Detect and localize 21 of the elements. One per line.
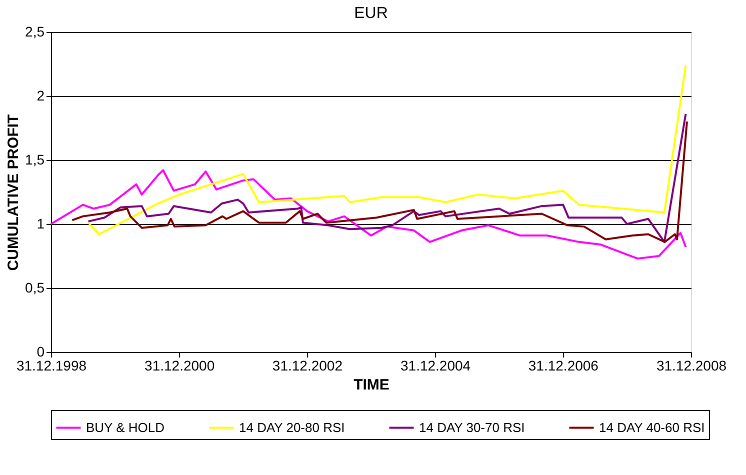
legend-label: 14 DAY 40-60 RSI: [599, 420, 705, 435]
y-tick-label: 1,5: [25, 152, 45, 168]
y-tick-label: 1: [36, 216, 45, 232]
chart-title: EUR: [354, 5, 388, 22]
x-tick-label: 31.12.2004: [400, 358, 471, 374]
y-axis-title: CUMULATIVE PROFIT: [5, 114, 22, 271]
line-series: [87, 64, 687, 236]
x-tick-label: 31.12.2008: [656, 358, 727, 374]
y-tick-label: 0: [36, 344, 45, 360]
x-tick-label: 31.12.1998: [16, 358, 87, 374]
legend-label: 14 DAY 30-70 RSI: [419, 420, 525, 435]
legend-label: BUY & HOLD: [86, 420, 165, 435]
x-tick-label: 31.12.2006: [528, 358, 599, 374]
line-series: [50, 169, 687, 260]
y-tick-label: 2,5: [25, 24, 45, 40]
y-tick-label: 0,5: [25, 280, 45, 296]
x-axis-title: TIME: [354, 376, 390, 394]
legend-label: 14 DAY 20-80 RSI: [239, 420, 345, 435]
x-tick-label: 31.12.2000: [144, 358, 215, 374]
x-tick-label: 31.12.2002: [272, 358, 343, 374]
y-tick-label: 2: [36, 88, 45, 104]
